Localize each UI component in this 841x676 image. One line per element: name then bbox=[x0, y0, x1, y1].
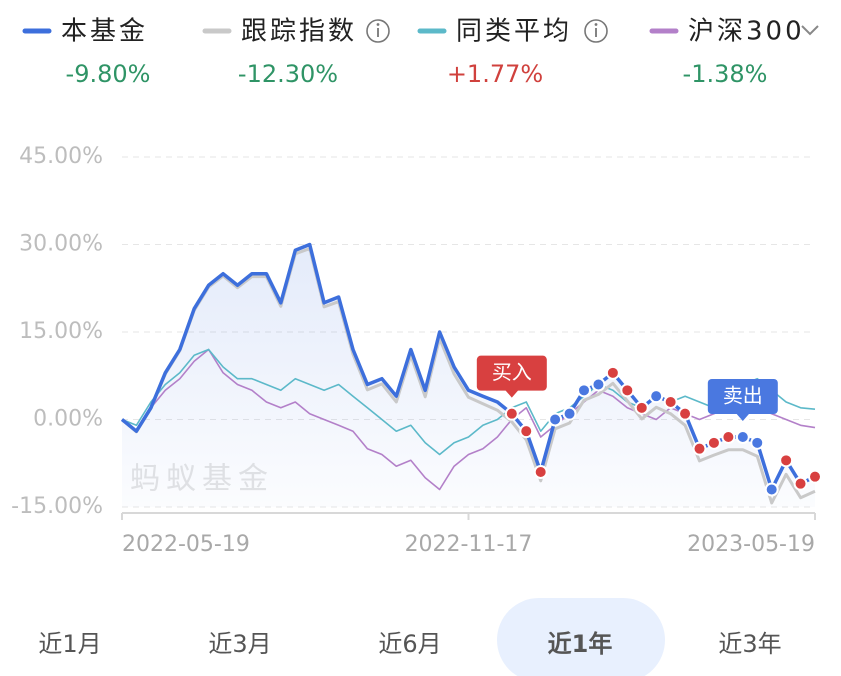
info-icon[interactable] bbox=[584, 19, 608, 43]
buy-point bbox=[721, 430, 736, 444]
buy-label: 买入 bbox=[492, 360, 532, 384]
range-tab[interactable]: 近1月 bbox=[38, 630, 101, 658]
dropdown-chevron[interactable] bbox=[801, 25, 819, 36]
legend-return: -12.30% bbox=[238, 60, 338, 88]
buy-point bbox=[605, 365, 620, 380]
buy-point bbox=[779, 453, 794, 468]
y-tick-label: -15.00% bbox=[11, 494, 103, 519]
sell-point bbox=[735, 430, 750, 444]
sell-point bbox=[562, 406, 577, 421]
y-tick-label: 45.00% bbox=[19, 144, 103, 169]
series-line bbox=[121, 348, 816, 456]
range-tab[interactable]: 近6月 bbox=[378, 630, 441, 658]
buy-point bbox=[620, 383, 635, 398]
x-tick-label: 2023-05-19 bbox=[687, 532, 815, 557]
area-fill bbox=[122, 244, 815, 507]
selected-tab-bg bbox=[497, 598, 665, 676]
legend-label: 跟踪指数 bbox=[241, 17, 357, 47]
buy-point bbox=[663, 395, 678, 409]
sell-label-pointer bbox=[735, 413, 750, 421]
y-tick-label: 15.00% bbox=[19, 319, 103, 344]
buy-label-bg bbox=[476, 355, 547, 391]
buy-point bbox=[808, 469, 822, 484]
buy-point bbox=[519, 424, 534, 439]
sell-point bbox=[764, 482, 779, 497]
range-tab[interactable]: 近3年 bbox=[718, 630, 781, 658]
buy-point bbox=[706, 435, 721, 450]
x-tick-label: 2022-11-17 bbox=[405, 532, 533, 557]
series-line bbox=[121, 247, 816, 505]
legend-return: +1.77% bbox=[447, 60, 543, 88]
legend-return: -9.80% bbox=[66, 60, 151, 88]
sell-point bbox=[577, 383, 591, 398]
sell-point bbox=[548, 412, 563, 427]
sell-point bbox=[649, 389, 664, 404]
range-tab[interactable]: 近1年 bbox=[548, 630, 613, 658]
info-icon[interactable] bbox=[366, 19, 390, 43]
legend-label: 同类平均 bbox=[456, 17, 572, 47]
y-tick-label: 30.00% bbox=[19, 232, 103, 257]
y-tick-label: 0.00% bbox=[33, 407, 103, 432]
buy-point bbox=[793, 476, 808, 491]
sell-point bbox=[750, 435, 765, 450]
sell-label-bg bbox=[707, 379, 778, 414]
buy-point bbox=[504, 406, 519, 421]
legend-label: 本基金 bbox=[61, 17, 148, 47]
x-tick-label: 2022-05-19 bbox=[122, 532, 250, 557]
buy-point bbox=[678, 406, 693, 421]
series-line bbox=[121, 348, 816, 491]
buy-point bbox=[692, 441, 707, 456]
buy-point bbox=[634, 400, 649, 415]
buy-point bbox=[533, 465, 548, 479]
legend-return: -1.38% bbox=[683, 60, 768, 88]
range-tab[interactable]: 近3月 bbox=[208, 630, 271, 658]
sell-point bbox=[591, 377, 606, 392]
sell-label: 卖出 bbox=[723, 384, 763, 408]
buy-label-pointer bbox=[504, 389, 519, 398]
legend-label: 沪深300 bbox=[688, 17, 805, 47]
